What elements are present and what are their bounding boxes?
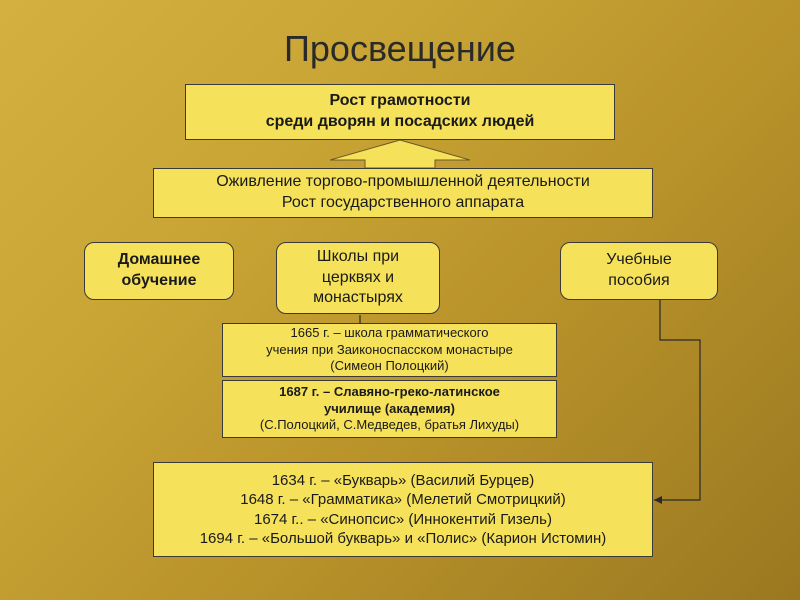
b1665-l2: учения при Заиконоспасском монастыре (266, 342, 513, 357)
box-church-schools: Школы при церквях и монастырях (276, 242, 440, 314)
home-line1: Домашнее (118, 251, 200, 268)
box-home-education: Домашнее обучение (84, 242, 234, 300)
books-l3: 1674 г.. – «Синопсис» (Иннокентий Гизель… (254, 511, 552, 528)
box-1665: 1665 г. – школа грамматического учения п… (222, 323, 557, 377)
b1687-l2: училище (академия) (324, 401, 455, 416)
books-l1: 1634 г. – «Букварь» (Василий Бурцев) (272, 472, 535, 489)
b1687-l3: (С.Полоцкий, С.Медведев, братья Лихуды) (260, 417, 519, 432)
trade-line1: Оживление торгово-промышленной деятельно… (216, 173, 590, 190)
manual-line1: Учебные (606, 251, 672, 268)
books-l4: 1694 г. – «Большой букварь» и «Полис» (К… (200, 530, 607, 547)
school-line2: церквях и (322, 269, 394, 286)
books-l2: 1648 г. – «Грамматика» (Мелетий Смотрицк… (240, 491, 566, 508)
literacy-line1: Рост грамотности (330, 92, 471, 109)
arrow-up-icon (330, 140, 470, 168)
box-textbooks: Учебные пособия (560, 242, 718, 300)
b1687-l1: 1687 г. – Славяно-греко-латинское (279, 384, 500, 399)
school-line3: монастырях (313, 289, 403, 306)
connector-textbooks-to-books (650, 300, 730, 510)
box-1687: 1687 г. – Славяно-греко-латинское училищ… (222, 380, 557, 438)
box-trade-growth: Оживление торгово-промышленной деятельно… (153, 168, 653, 218)
connector-school-to-1665 (354, 314, 366, 326)
school-line1: Школы при (317, 248, 399, 265)
box-books: 1634 г. – «Букварь» (Василий Бурцев) 164… (153, 462, 653, 557)
b1665-l1: 1665 г. – школа грамматического (291, 325, 489, 340)
manual-line2: пособия (608, 272, 669, 289)
home-line2: обучение (122, 272, 197, 289)
b1665-l3: (Симеон Полоцкий) (330, 358, 448, 373)
trade-line2: Рост государственного аппарата (282, 194, 524, 211)
page-title: Просвещение (0, 0, 800, 70)
box-literacy-growth: Рост грамотности среди дворян и посадски… (185, 84, 615, 140)
literacy-line2: среди дворян и посадских людей (266, 113, 535, 130)
